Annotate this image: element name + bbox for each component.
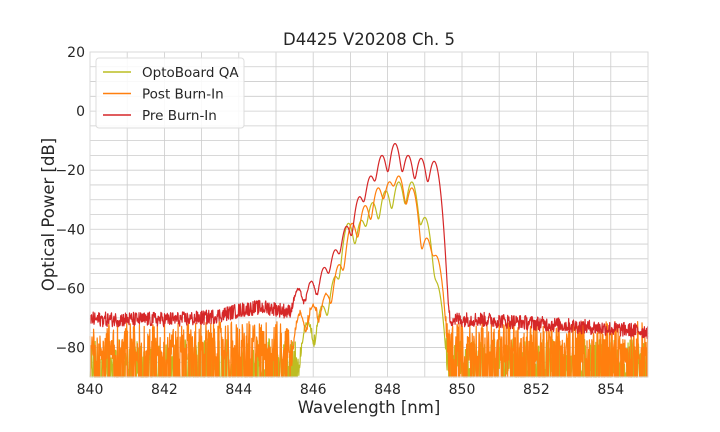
y-tick-labels: 20 0 −20 −40 −60 −80 [55,45,85,356]
x-tick-label: 844 [225,382,252,398]
legend-label: OptoBoard QA [142,65,239,81]
y-tick-label: −40 [55,222,85,238]
y-axis-label: Optical Power [dB] [39,138,58,291]
x-tick-label: 854 [597,382,624,398]
legend-box [95,57,245,129]
x-tick-label: 846 [300,382,327,398]
y-tick-label: −20 [55,163,85,179]
y-tick-label: 0 [76,104,85,120]
plot-frame [89,51,649,378]
y-tick-label: −80 [55,340,85,356]
x-tick-label: 852 [523,382,550,398]
x-tick-labels: 840 842 844 846 848 850 852 854 [77,382,625,398]
x-axis-label: Wavelength [nm] [298,398,441,417]
chart-title: D4425 V20208 Ch. 5 [283,30,455,49]
legend-label: Post Burn-In [142,87,224,103]
x-tick-label: 842 [151,382,178,398]
y-tick-label: 20 [67,45,85,61]
x-tick-label: 840 [77,382,104,398]
x-tick-label: 850 [449,382,476,398]
y-tick-label: −60 [55,281,85,297]
series-line-post-burn-in [89,175,649,378]
legend: OptoBoard QA Post Burn-In Pre Burn-In [95,57,245,129]
x-tick-label: 848 [374,382,401,398]
series-line-pre-burn-in [89,143,649,340]
series-layer [89,143,649,378]
legend-label: Pre Burn-In [142,108,217,124]
